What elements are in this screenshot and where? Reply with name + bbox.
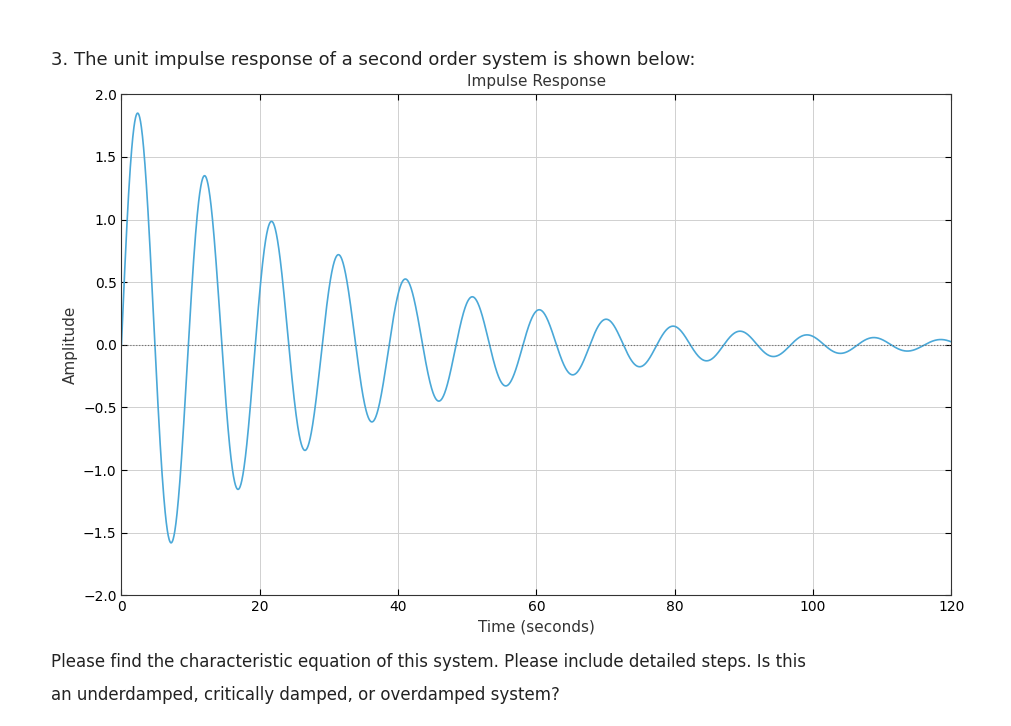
Y-axis label: Amplitude: Amplitude bbox=[63, 306, 77, 384]
Title: Impulse Response: Impulse Response bbox=[466, 74, 606, 89]
X-axis label: Time (seconds): Time (seconds) bbox=[477, 620, 594, 635]
Text: 3. The unit impulse response of a second order system is shown below:: 3. The unit impulse response of a second… bbox=[51, 51, 695, 69]
Text: an underdamped, critically damped, or overdamped system?: an underdamped, critically damped, or ov… bbox=[51, 686, 559, 704]
Text: Please find the characteristic equation of this system. Please include detailed : Please find the characteristic equation … bbox=[51, 653, 805, 672]
